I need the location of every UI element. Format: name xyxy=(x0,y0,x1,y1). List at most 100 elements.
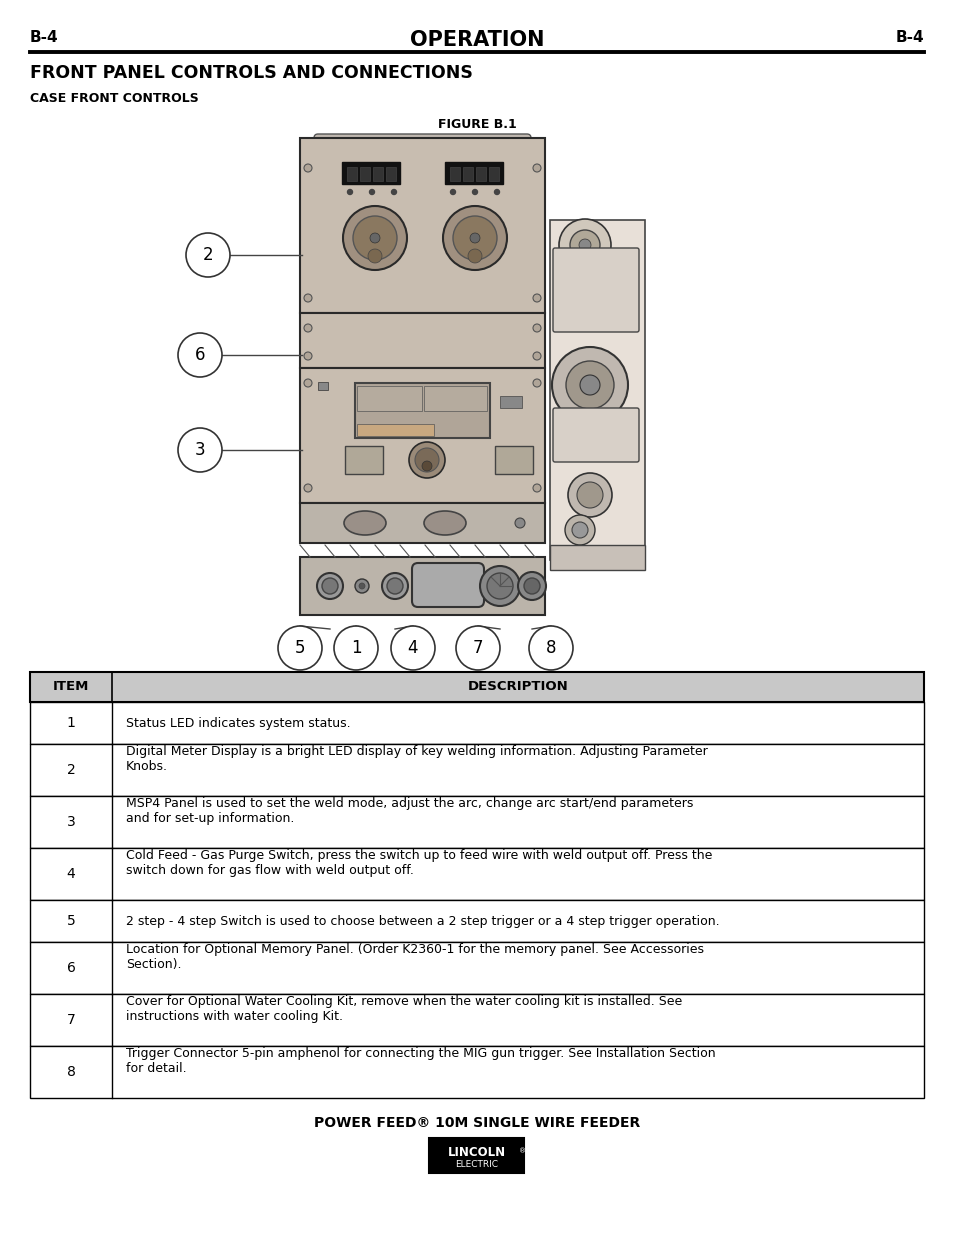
Circle shape xyxy=(316,573,343,599)
Text: 6: 6 xyxy=(194,346,205,364)
Bar xyxy=(423,385,486,410)
Bar xyxy=(299,312,544,368)
Bar xyxy=(30,1046,923,1098)
Bar xyxy=(356,424,434,436)
Bar xyxy=(373,167,382,182)
FancyBboxPatch shape xyxy=(314,135,531,156)
Circle shape xyxy=(347,189,352,194)
Circle shape xyxy=(409,442,444,478)
Circle shape xyxy=(304,164,312,172)
Bar xyxy=(30,994,923,1046)
Text: 7: 7 xyxy=(67,1013,75,1028)
Circle shape xyxy=(479,566,519,606)
Text: Status LED indicates system status.: Status LED indicates system status. xyxy=(126,716,351,730)
Circle shape xyxy=(533,294,540,303)
Circle shape xyxy=(415,448,438,472)
Bar xyxy=(347,167,356,182)
Circle shape xyxy=(494,189,499,194)
Bar xyxy=(429,1137,524,1173)
Circle shape xyxy=(533,352,540,359)
Circle shape xyxy=(421,461,432,471)
Circle shape xyxy=(533,324,540,332)
Text: 2 step - 4 step Switch is used to choose between a 2 step trigger or a 4 step tr: 2 step - 4 step Switch is used to choose… xyxy=(126,914,719,927)
Bar xyxy=(299,557,544,615)
Circle shape xyxy=(304,324,312,332)
Circle shape xyxy=(186,233,230,277)
Text: Digital Meter Display is a bright LED display of key welding information. Adjust: Digital Meter Display is a bright LED di… xyxy=(126,745,707,773)
Circle shape xyxy=(529,626,573,671)
Circle shape xyxy=(486,573,513,599)
Circle shape xyxy=(355,579,369,593)
Bar xyxy=(345,446,382,474)
Bar xyxy=(30,848,923,900)
Text: 4: 4 xyxy=(67,867,75,881)
Circle shape xyxy=(472,189,477,194)
Text: Cover for Optional Water Cooling Kit, remove when the water cooling kit is insta: Cover for Optional Water Cooling Kit, re… xyxy=(126,994,681,1023)
Text: CASE FRONT CONTROLS: CASE FRONT CONTROLS xyxy=(30,91,198,105)
Circle shape xyxy=(334,626,377,671)
Circle shape xyxy=(387,578,402,594)
Text: FRONT PANEL CONTROLS AND CONNECTIONS: FRONT PANEL CONTROLS AND CONNECTIONS xyxy=(30,64,473,82)
Bar xyxy=(550,220,644,559)
Text: 4: 4 xyxy=(407,638,417,657)
FancyBboxPatch shape xyxy=(553,408,639,462)
Bar xyxy=(30,994,923,1046)
Text: 7: 7 xyxy=(473,638,483,657)
Text: MSP4 Panel is used to set the weld mode, adjust the arc, change arc start/end pa: MSP4 Panel is used to set the weld mode,… xyxy=(126,797,693,825)
Circle shape xyxy=(353,216,396,261)
Bar xyxy=(444,162,502,184)
Circle shape xyxy=(470,233,479,243)
Bar xyxy=(30,672,923,701)
Bar xyxy=(30,701,923,743)
Bar xyxy=(299,503,544,543)
FancyBboxPatch shape xyxy=(553,248,639,332)
Bar xyxy=(30,900,923,942)
Text: 5: 5 xyxy=(67,914,75,927)
Bar xyxy=(30,848,923,900)
Text: FIGURE B.1: FIGURE B.1 xyxy=(437,119,516,131)
Circle shape xyxy=(468,249,481,263)
Text: B-4: B-4 xyxy=(895,30,923,44)
Text: 3: 3 xyxy=(194,441,205,459)
Text: Cold Feed - Gas Purge Switch, press the switch up to feed wire with weld output : Cold Feed - Gas Purge Switch, press the … xyxy=(126,848,712,877)
Circle shape xyxy=(304,352,312,359)
Circle shape xyxy=(391,626,435,671)
Circle shape xyxy=(450,189,455,194)
Circle shape xyxy=(533,164,540,172)
FancyBboxPatch shape xyxy=(412,563,483,606)
Circle shape xyxy=(178,333,222,377)
Bar xyxy=(355,383,490,438)
Bar xyxy=(359,167,370,182)
Circle shape xyxy=(578,240,590,251)
Ellipse shape xyxy=(344,511,386,535)
Circle shape xyxy=(358,583,365,589)
Circle shape xyxy=(322,578,337,594)
Text: LINCOLN: LINCOLN xyxy=(448,1146,505,1160)
Circle shape xyxy=(567,473,612,517)
Bar xyxy=(356,385,421,410)
Circle shape xyxy=(391,189,396,194)
Circle shape xyxy=(456,626,499,671)
Bar xyxy=(341,162,399,184)
Circle shape xyxy=(343,206,407,270)
Circle shape xyxy=(533,484,540,492)
Circle shape xyxy=(565,361,614,409)
Bar xyxy=(476,167,485,182)
Circle shape xyxy=(517,572,545,600)
Text: POWER FEED® 10M SINGLE WIRE FEEDER: POWER FEED® 10M SINGLE WIRE FEEDER xyxy=(314,1116,639,1130)
Bar xyxy=(299,368,544,503)
Bar xyxy=(30,942,923,994)
Text: ®: ® xyxy=(518,1149,525,1155)
Circle shape xyxy=(579,375,599,395)
Circle shape xyxy=(453,216,497,261)
Bar xyxy=(450,167,459,182)
Text: 3: 3 xyxy=(67,815,75,829)
Text: 2: 2 xyxy=(202,246,213,264)
Circle shape xyxy=(564,515,595,545)
Circle shape xyxy=(558,219,610,270)
Text: 5: 5 xyxy=(294,638,305,657)
Circle shape xyxy=(304,379,312,387)
Text: 2: 2 xyxy=(67,763,75,777)
Circle shape xyxy=(277,626,322,671)
Circle shape xyxy=(304,484,312,492)
